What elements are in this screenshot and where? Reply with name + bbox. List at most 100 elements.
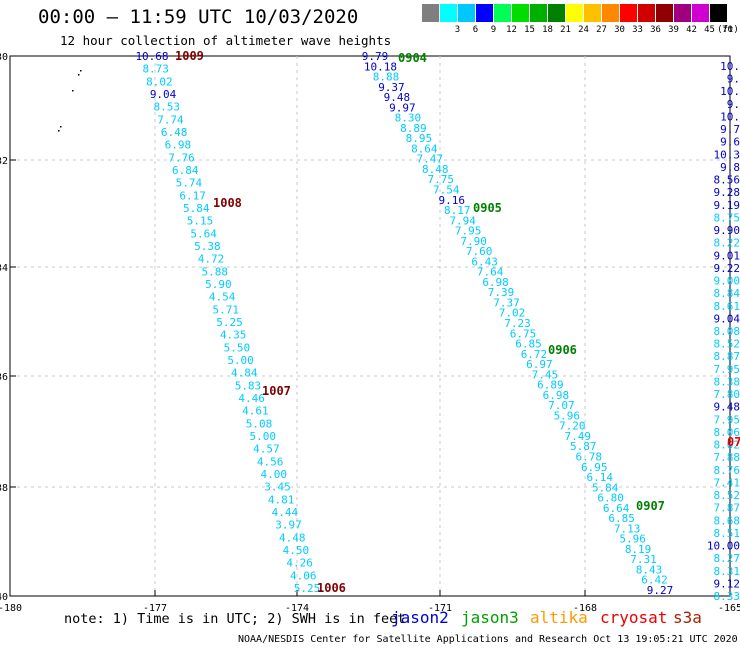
wave-height-point: 5.96 bbox=[619, 533, 646, 546]
wave-height-point: 5.87 bbox=[570, 440, 597, 453]
wave-height-point: 6.48 bbox=[161, 126, 188, 139]
wave-height-point: 7.76 bbox=[168, 151, 195, 164]
wave-height-point: 7.13 bbox=[614, 522, 641, 535]
wave-height-point: 8.84 bbox=[714, 287, 740, 300]
pass-number-label: 0907 bbox=[636, 499, 665, 513]
wave-height-point: 6.95 bbox=[581, 461, 608, 474]
wave-height-point: 5.38 bbox=[194, 240, 221, 253]
wave-height-point: 9.48 bbox=[384, 91, 411, 104]
wave-height-point: 5.25 bbox=[216, 316, 243, 329]
wave-height-point: 9.8 bbox=[720, 161, 740, 174]
wave-height-point: 8.64 bbox=[411, 142, 438, 155]
wave-height-point: 7.95 bbox=[714, 363, 740, 376]
pass-number-label-edge: 07 bbox=[727, 435, 740, 449]
wave-height-point: 6.84 bbox=[172, 164, 199, 177]
wave-height-point: 5.90 bbox=[205, 278, 232, 291]
wave-height-point: 6.78 bbox=[576, 451, 603, 464]
wave-height-point: 5.84 bbox=[592, 481, 619, 494]
footer-note: note: 1) Time is in UTC; 2) SWH is in fe… bbox=[64, 611, 406, 627]
wave-height-point: 8.17 bbox=[444, 204, 471, 217]
x-tick-label: -174 bbox=[285, 603, 309, 614]
legend-label: 18 bbox=[542, 25, 553, 35]
wave-height-point: 6.75 bbox=[510, 327, 537, 340]
wave-height-point: 9.22 bbox=[714, 262, 740, 275]
wave-height-point: 10.00 bbox=[707, 540, 740, 553]
wave-height-point: 8.19 bbox=[625, 543, 652, 556]
legend-swatch bbox=[440, 4, 457, 22]
wave-height-point: 5.84 bbox=[183, 202, 210, 215]
wave-height-point: 8.61 bbox=[714, 300, 740, 313]
pass-number-label: 1009 bbox=[175, 49, 204, 63]
legend-swatch bbox=[476, 4, 493, 22]
sat-name-s3a: s3a bbox=[673, 608, 702, 627]
credit-line: NOAA/NESDIS Center for Satellite Applica… bbox=[238, 634, 738, 645]
wave-height-point: 6.72 bbox=[521, 348, 548, 361]
legend-swatch bbox=[584, 4, 601, 22]
legend-swatch bbox=[674, 4, 691, 22]
wave-height-point: 6.98 bbox=[165, 139, 192, 152]
y-tick-label: -30 bbox=[0, 52, 8, 63]
wave-height-point: 9.7 bbox=[720, 123, 740, 136]
wave-height-point: 9. bbox=[727, 98, 740, 111]
wave-height-point: 6.43 bbox=[471, 255, 498, 268]
wave-height-point: 7.02 bbox=[499, 307, 526, 320]
wave-height-point: 9.6 bbox=[720, 136, 740, 149]
legend-label: 45 bbox=[704, 25, 715, 35]
wave-height-point: 8.31 bbox=[714, 565, 740, 578]
wave-height-point: 8.06 bbox=[714, 426, 740, 439]
legend-swatch bbox=[512, 4, 529, 22]
wave-height-point: 7.64 bbox=[477, 266, 504, 279]
pass-number-label: 0904 bbox=[398, 51, 427, 65]
wave-height-point: 8.89 bbox=[400, 122, 427, 135]
wave-height-point: 3.45 bbox=[264, 481, 291, 494]
wave-height-point: 5.71 bbox=[213, 303, 240, 316]
wave-height-point: 10.3 bbox=[714, 148, 740, 161]
wave-height-point: 7.94 bbox=[449, 214, 476, 227]
sat-name-jason2: jason2 bbox=[391, 608, 449, 627]
wave-height-point: 4.50 bbox=[283, 544, 310, 557]
wave-height-point: 6.98 bbox=[543, 389, 570, 402]
wave-height-point: 7.39 bbox=[488, 286, 515, 299]
y-tick-label: -32 bbox=[0, 156, 8, 167]
wave-height-point: 4.72 bbox=[198, 253, 225, 266]
legend-label: 12 bbox=[506, 25, 517, 35]
wave-height-point: 10.68 bbox=[135, 50, 168, 63]
wave-height-point: 7.90 bbox=[460, 235, 487, 248]
wave-height-point: 4.54 bbox=[209, 291, 236, 304]
legend-swatch bbox=[620, 4, 637, 22]
wave-height-point: 8.75 bbox=[714, 211, 740, 224]
legend-swatch bbox=[656, 4, 673, 22]
wave-height-point: 7.41 bbox=[714, 476, 740, 489]
island-speck bbox=[58, 130, 60, 132]
wave-height-point: 5.15 bbox=[187, 215, 214, 228]
legend-swatch bbox=[710, 4, 727, 22]
legend-label: 36 bbox=[650, 25, 661, 35]
x-tick-label: -171 bbox=[428, 603, 452, 614]
x-tick-label: -180 bbox=[0, 603, 22, 614]
wave-height-point: 9.16 bbox=[438, 194, 465, 207]
wave-height-point: 5.88 bbox=[201, 265, 228, 278]
wave-height-point: 9.97 bbox=[389, 101, 416, 114]
wave-height-point: 10. bbox=[720, 110, 740, 123]
island-speck bbox=[72, 90, 74, 92]
legend-label: 6 bbox=[472, 25, 479, 35]
wave-height-point: 6.85 bbox=[515, 338, 542, 351]
wave-height-point: 7.49 bbox=[565, 430, 592, 443]
wave-height-point: 10.18 bbox=[364, 60, 397, 73]
wave-height-point: 7.07 bbox=[548, 399, 575, 412]
wave-height-point: 10. bbox=[720, 60, 740, 73]
wave-height-point: 8.56 bbox=[714, 174, 740, 187]
map-frame bbox=[9, 55, 731, 597]
wave-height-point: 8.38 bbox=[714, 375, 740, 388]
wave-height-point: 8.02 bbox=[146, 75, 173, 88]
pass-number-label: 1008 bbox=[213, 196, 242, 210]
pass-number-label: 0905 bbox=[473, 201, 502, 215]
y-tick-label: -34 bbox=[0, 263, 8, 274]
wave-height-point: 5.00 bbox=[227, 354, 254, 367]
wave-height-point: 8.22 bbox=[714, 237, 740, 250]
island-speck bbox=[78, 74, 80, 76]
wave-height-point: 7.74 bbox=[157, 113, 184, 126]
wave-height-point: 4.56 bbox=[257, 455, 284, 468]
legend-label: 70 bbox=[722, 25, 733, 35]
